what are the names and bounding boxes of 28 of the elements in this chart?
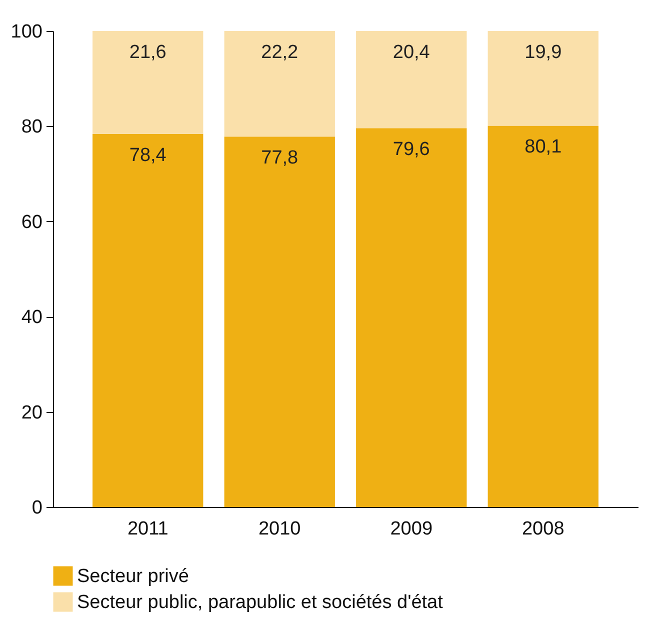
bar: [488, 126, 598, 507]
y-tick-label: 60: [21, 212, 42, 233]
x-tick-label: 2009: [390, 518, 433, 540]
bar: [224, 31, 335, 137]
data-label: 80,1: [524, 136, 562, 158]
bar: [356, 128, 467, 507]
bar: [488, 31, 598, 126]
data-label: 22,2: [261, 42, 298, 63]
y-tick-label: 20: [21, 402, 42, 424]
data-label: 77,8: [261, 148, 298, 169]
x-tick-label: 2008: [522, 518, 564, 540]
bar: [224, 136, 335, 507]
y-tick-label: 40: [21, 307, 42, 328]
data-label: 78,4: [129, 144, 167, 166]
y-tick-label: 100: [10, 22, 42, 42]
y-tick-label: 80: [21, 116, 42, 138]
x-tick-label: 2011: [127, 518, 168, 540]
data-label: 79,6: [392, 139, 430, 160]
y-tick-label: 0: [32, 498, 42, 518]
data-label: 21,6: [129, 42, 166, 63]
legend-label: Secteur public, parapublic et sociétés d'état: [77, 592, 444, 613]
bar: [356, 31, 467, 128]
data-label: 20,4: [392, 42, 430, 63]
bar: [92, 31, 204, 134]
data-label: 19,9: [524, 42, 562, 63]
legend-label: Secteur privé: [77, 566, 189, 587]
bar: [92, 134, 204, 507]
x-tick-label: 2010: [258, 518, 301, 540]
